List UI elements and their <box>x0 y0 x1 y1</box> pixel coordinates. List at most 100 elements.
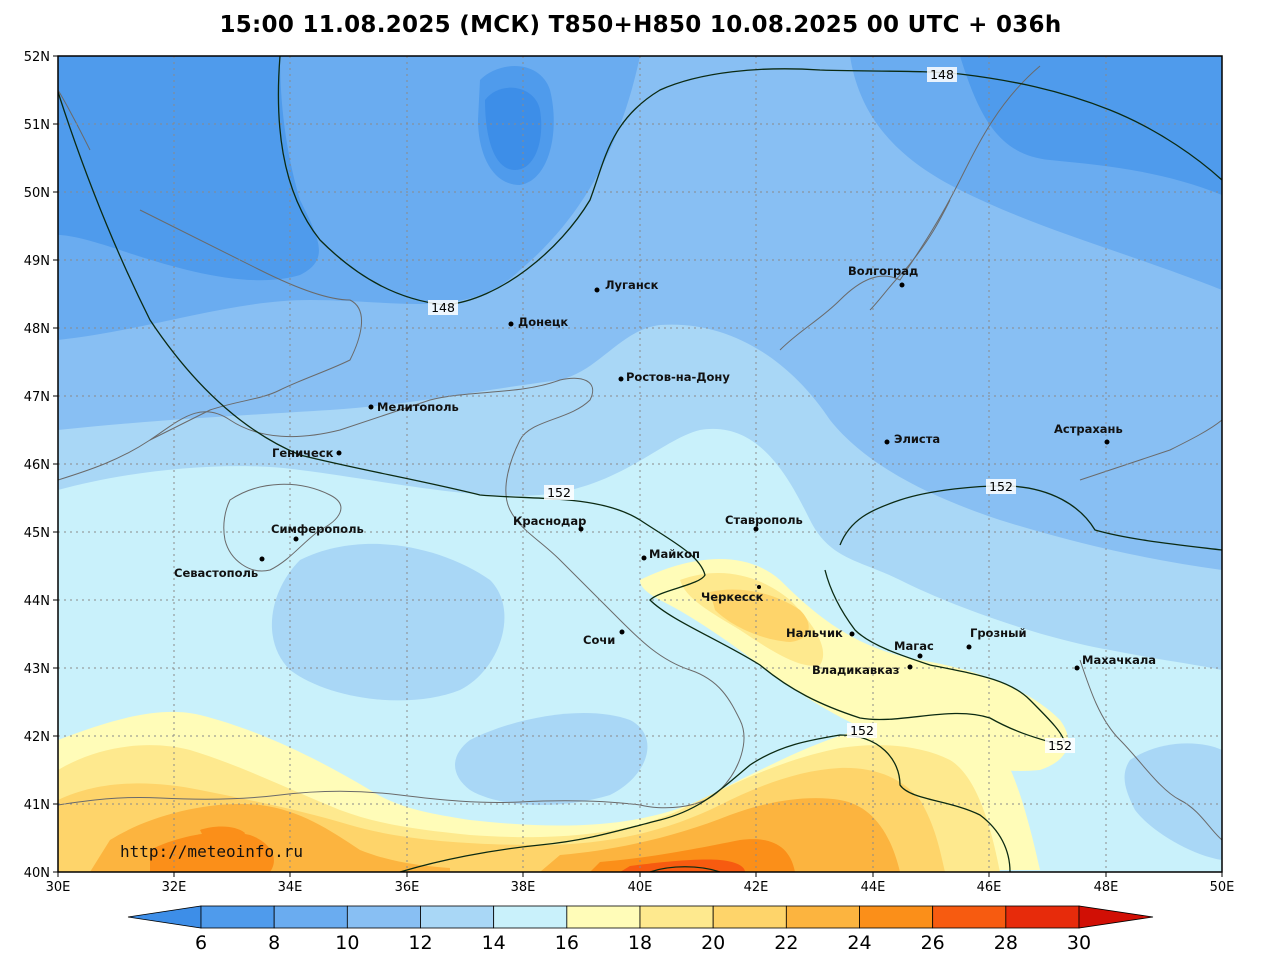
lon-tick: 42E <box>744 880 769 895</box>
city-grozny: Грозный <box>970 626 1027 640</box>
city-dot <box>368 404 374 410</box>
colorbar-label: 6 <box>195 932 207 954</box>
map-title: 15:00 11.08.2025 (МСК) T850+H850 10.08.2… <box>219 12 1062 38</box>
city-maykop: Майкоп <box>649 547 700 561</box>
colorbar-label: 22 <box>774 932 798 954</box>
city-dot <box>1104 439 1110 445</box>
city-donetsk: Донецк <box>518 315 568 329</box>
city-stavropol: Ставрополь <box>725 513 803 527</box>
lat-tick: 46N <box>24 458 50 473</box>
isolines <box>58 56 1222 872</box>
city-magas: Магас <box>894 639 934 653</box>
lat-tick: 41N <box>24 798 50 813</box>
lat-tick: 52N <box>24 50 50 65</box>
city-simferopol: Симферополь <box>271 522 364 536</box>
lat-tick: 50N <box>24 186 50 201</box>
axis-ticks <box>53 55 1223 877</box>
city-melitopol: Мелитополь <box>377 400 459 414</box>
city-cherkessk: Черкесск <box>701 590 764 604</box>
colorbar-label: 18 <box>628 932 652 954</box>
city-dot <box>293 536 299 542</box>
city-dot <box>619 629 625 635</box>
city-dot <box>578 526 584 532</box>
coastlines <box>58 65 1222 841</box>
lon-tick: 40E <box>628 880 653 895</box>
colorbar-arrow-low <box>127 905 202 929</box>
lon-tick: 48E <box>1094 880 1119 895</box>
lat-tick-labels: 52N 51N 50N 49N 48N 47N 46N 45N 44N 43N … <box>24 50 50 881</box>
lon-tick: 32E <box>162 880 187 895</box>
cities: Волгоград Луганск Донецк Ростов-на-Дону … <box>174 264 1156 677</box>
city-dot <box>849 631 855 637</box>
colorbar-label: 14 <box>482 932 506 954</box>
city-dot <box>336 450 342 456</box>
city-dot <box>618 376 624 382</box>
colorbar-label: 30 <box>1067 932 1091 954</box>
colorbar-segment <box>785 905 860 929</box>
lon-tick: 44E <box>861 880 886 895</box>
lat-tick: 47N <box>24 390 50 405</box>
city-dot <box>259 556 265 562</box>
colorbar-segment <box>712 905 787 929</box>
colorbar-segment <box>346 905 421 929</box>
city-dot <box>641 555 647 561</box>
lon-tick: 36E <box>395 880 420 895</box>
isoline-labels: 148 148 152 152 152 152 <box>428 67 1075 753</box>
city-nalchik: Нальчик <box>786 626 843 640</box>
iso-label-148-a: 148 <box>431 300 455 315</box>
colorbar-segment <box>273 905 348 929</box>
colorbar-segment <box>932 905 1007 929</box>
city-dot <box>899 282 905 288</box>
iso-label-152-d: 152 <box>1048 738 1072 753</box>
colorbar-segment <box>639 905 714 929</box>
watermark-url: http://meteoinfo.ru <box>120 842 303 861</box>
colorbar-segment <box>566 905 641 929</box>
colorbar-segment <box>493 905 568 929</box>
lon-tick: 30E <box>46 880 71 895</box>
city-volgograd: Волгоград <box>848 264 918 278</box>
iso-label-152-b: 152 <box>989 479 1013 494</box>
colorbar-arrow-high <box>1078 905 1154 929</box>
colorbar-label: 20 <box>701 932 725 954</box>
city-rostov: Ростов-на-Дону <box>626 370 730 384</box>
city-dot <box>1074 665 1080 671</box>
city-dot <box>753 526 759 532</box>
lat-tick: 43N <box>24 662 50 677</box>
city-genichesk: Геническ <box>272 446 334 460</box>
city-dot <box>508 321 514 327</box>
colorbar: 6 8 10 12 14 16 18 20 22 24 26 28 30 <box>127 905 1154 954</box>
city-dot <box>757 585 761 589</box>
city-sevastopol: Севастополь <box>174 566 258 580</box>
city-astrakhan: Астрахань <box>1054 422 1123 436</box>
colorbar-label: 12 <box>408 932 432 954</box>
lat-tick: 49N <box>24 254 50 269</box>
lon-tick-labels: 30E 32E 34E 36E 38E 40E 42E 44E 46E 48E … <box>46 880 1235 895</box>
city-sochi: Сочи <box>583 633 615 647</box>
city-dot <box>966 644 972 650</box>
iso-label-148-b: 148 <box>930 67 954 82</box>
colorbar-label: 10 <box>335 932 359 954</box>
colorbar-label: 8 <box>268 932 280 954</box>
lat-tick: 44N <box>24 594 50 609</box>
lat-tick: 51N <box>24 118 50 133</box>
colorbar-segment <box>1005 905 1080 929</box>
city-elista: Элиста <box>894 432 940 446</box>
lat-tick: 48N <box>24 322 50 337</box>
city-dot <box>884 439 890 445</box>
colorbar-segment <box>200 905 275 929</box>
iso-label-152-a: 152 <box>547 485 571 500</box>
colorbar-segment <box>859 905 934 929</box>
iso-label-152-c: 152 <box>850 723 874 738</box>
city-dot <box>917 653 923 659</box>
lat-tick: 42N <box>24 730 50 745</box>
grid <box>58 56 1222 872</box>
colorbar-segment <box>420 905 495 929</box>
city-dot <box>907 664 913 670</box>
colorbar-label: 24 <box>847 932 871 954</box>
lat-tick: 45N <box>24 526 50 541</box>
city-krasnodar: Краснодар <box>513 514 586 528</box>
lon-tick: 38E <box>511 880 536 895</box>
city-dot <box>594 287 600 293</box>
city-lugansk: Луганск <box>605 278 659 292</box>
